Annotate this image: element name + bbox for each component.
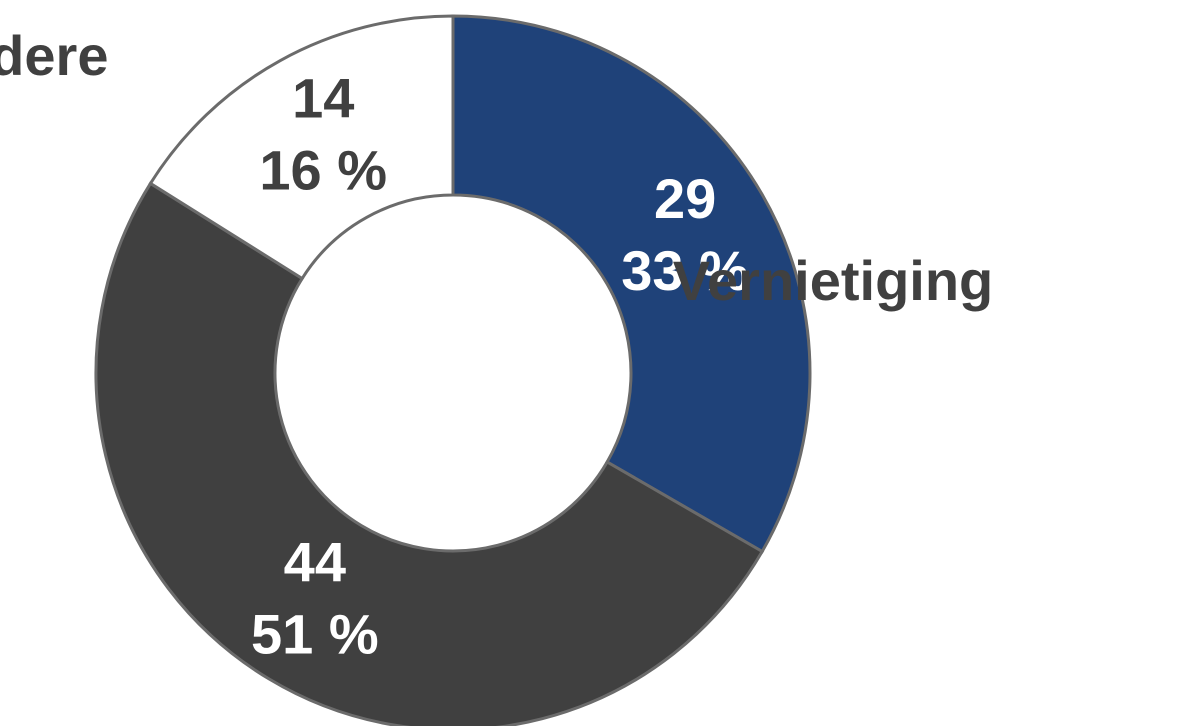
donut-slice — [148, 14, 455, 281]
donut-slice — [94, 181, 765, 726]
percent-label: 16 % — [259, 138, 387, 201]
value-label: 44 — [284, 530, 346, 593]
value-label: 14 — [292, 66, 354, 129]
category-label: Vernietiging — [673, 249, 994, 312]
percent-label: 51 % — [251, 602, 379, 665]
value-label: 29 — [654, 167, 716, 230]
percent-label: 33 % — [621, 239, 749, 302]
category-label: Andere — [0, 24, 108, 87]
donut-slice — [451, 14, 812, 554]
